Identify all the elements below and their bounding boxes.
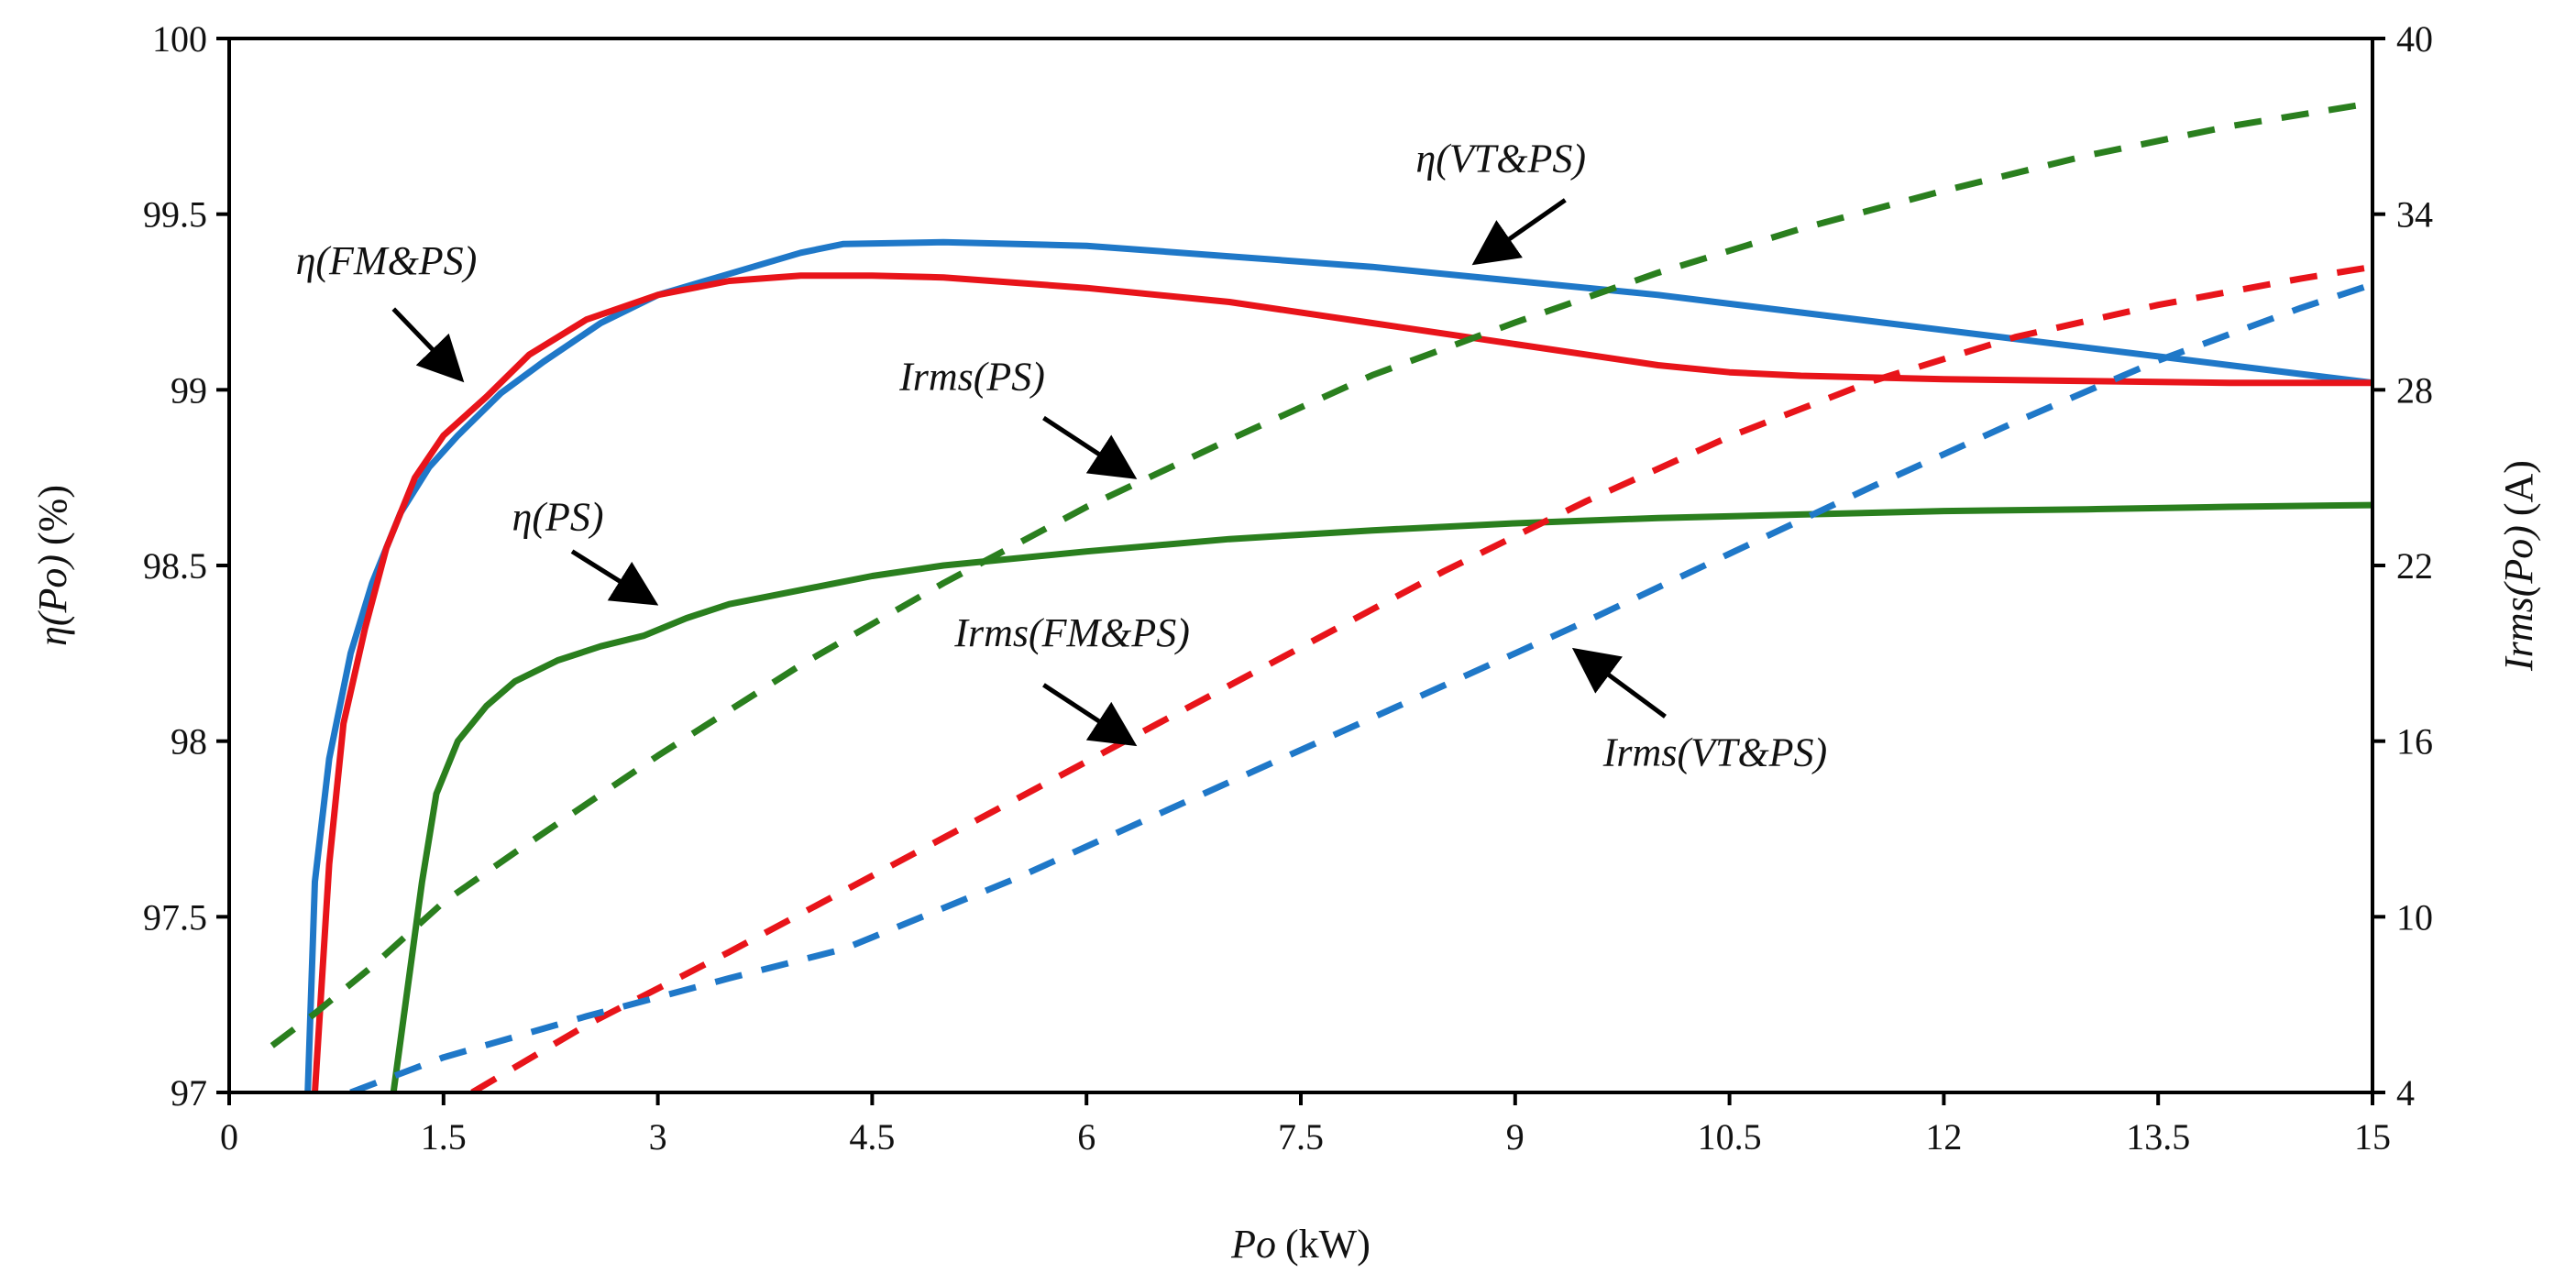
y-right-axis-var: Irms(Po) [2496, 525, 2541, 672]
x-axis-unit: (kW) [1285, 1222, 1371, 1267]
series-line-irms-ps [270, 99, 2372, 1048]
x-tick-label: 1.5 [421, 1116, 467, 1158]
annotation-label-irms-fm-ps: Irms(FM&PS) [953, 610, 1190, 655]
y-right-tick-label: 10 [2396, 896, 2433, 938]
y-right-tick-label: 16 [2396, 721, 2433, 763]
annotation-label-vt-ps: η(VT&PS) [1415, 137, 1586, 181]
annotation-layer: η(VT&PS) η(FM&PS) Irms(PS) η(PS) Irms(FM&PS)… [296, 137, 1828, 775]
series-line-irms-vt-ps [349, 280, 2372, 1092]
y-left-axis-var: η(Po) [30, 554, 75, 646]
x-tick-label: 6 [1077, 1116, 1095, 1158]
y-left-tick-label: 99 [171, 369, 207, 411]
annotation-label-irms-vt-ps: Irms(VT&PS) [1602, 730, 1827, 775]
series-line-ps [390, 501, 2372, 1092]
y-right-tick-label: 22 [2396, 545, 2433, 587]
y-left-tick-label: 97.5 [143, 896, 207, 938]
series-line-irms-fm-ps [470, 263, 2372, 1092]
y-left-tick-label: 98 [171, 721, 207, 763]
y-left-tick-label: 97 [171, 1072, 207, 1114]
x-tick-label: 7.5 [1278, 1116, 1324, 1158]
y-right-tick-label: 34 [2396, 194, 2433, 236]
x-tick-label: 3 [649, 1116, 667, 1158]
annotation-arrow-irms-ps [1042, 415, 1138, 479]
x-tick-label: 15 [2354, 1116, 2391, 1158]
x-tick-label: 12 [1925, 1116, 1962, 1158]
y-right-axis-title: Irms(Po) (A) [2496, 460, 2541, 672]
y-left-tick-label: 99.5 [143, 194, 207, 236]
x-axis-var: Po [1230, 1222, 1276, 1267]
annotation-arrow-vt-ps [1471, 198, 1567, 266]
tick-layer: 0 1.5 3 4.5 6 7.5 9 10.5 12 13.5 15 97 97.5 98 98.5 99 9… [143, 18, 2433, 1158]
x-tick-label: 9 [1506, 1116, 1525, 1158]
x-tick-label: 10.5 [1698, 1116, 1762, 1158]
series-layer [270, 99, 2372, 1092]
y-left-axis-title: η(Po) (%) [30, 485, 75, 646]
y-right-tick-label: 40 [2396, 18, 2433, 60]
y-left-tick-label: 100 [152, 18, 207, 60]
annotation-label-irms-ps: Irms(PS) [898, 354, 1045, 399]
x-axis-title: Po (kW) [1230, 1222, 1371, 1267]
x-tick-label: 13.5 [2126, 1116, 2190, 1158]
annotation-arrow-irms-vt-ps [1571, 647, 1667, 719]
y-right-tick-label: 28 [2396, 369, 2433, 411]
annotation-label-ps: η(PS) [512, 495, 603, 540]
y-left-tick-label: 98.5 [143, 545, 207, 587]
plot-frame [227, 37, 2374, 1094]
x-tick-label: 0 [220, 1116, 238, 1158]
x-tick-label: 4.5 [849, 1116, 895, 1158]
y-left-axis-unit: (%) [30, 485, 75, 545]
series-line-vt-ps [304, 238, 2372, 1092]
annotation-arrow-irms-fm-ps [1042, 683, 1138, 747]
annotation-arrow-fm-ps [391, 307, 465, 383]
annotation-label-fm-ps: η(FM&PS) [296, 238, 478, 283]
annotation-arrow-ps [570, 549, 659, 606]
y-right-axis-unit: (A) [2496, 460, 2541, 516]
y-right-tick-label: 4 [2396, 1072, 2415, 1114]
series-line-fm-ps [312, 272, 2372, 1092]
